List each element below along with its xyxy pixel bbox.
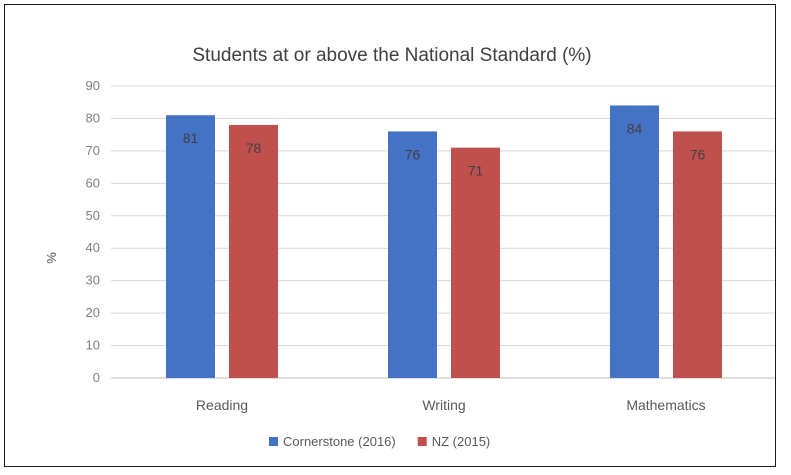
data-label: 81 <box>183 130 199 146</box>
y-tick-label: 50 <box>86 208 100 223</box>
chart-frame: Students at or above the National Standa… <box>4 4 776 467</box>
y-tick-label: 20 <box>86 305 100 320</box>
y-tick-label: 60 <box>86 175 100 190</box>
y-tick-label: 10 <box>86 338 100 353</box>
y-tick-label: 90 <box>86 78 100 93</box>
bar <box>166 115 215 378</box>
y-tick-label: 30 <box>86 273 100 288</box>
bar <box>610 105 659 378</box>
y-tick-label: 70 <box>86 143 100 158</box>
legend-label: NZ (2015) <box>432 434 491 449</box>
data-label: 71 <box>468 163 484 179</box>
y-tick-label: 40 <box>86 240 100 255</box>
bar <box>229 124 278 378</box>
y-tick-label: 0 <box>93 370 100 385</box>
bars <box>166 105 722 378</box>
chart-title: Students at or above the National Standa… <box>192 45 591 66</box>
y-axis-ticks: 0 10 20 30 40 50 60 70 80 90 <box>86 78 100 385</box>
bar <box>388 131 437 378</box>
data-label: 76 <box>405 146 421 162</box>
legend-swatch <box>269 437 278 446</box>
bar <box>451 147 500 378</box>
data-label: 76 <box>690 146 706 162</box>
legend-swatch <box>417 437 427 446</box>
y-tick-label: 80 <box>86 110 100 125</box>
category-label: Reading <box>196 397 248 413</box>
bar <box>673 131 722 378</box>
category-label: Writing <box>422 397 465 413</box>
y-axis-title: % <box>44 252 59 264</box>
data-label: 84 <box>627 120 643 136</box>
data-labels: 81 78 76 71 84 76 <box>183 120 706 178</box>
data-label: 78 <box>246 140 262 156</box>
legend-label: Cornerstone (2016) <box>283 434 396 449</box>
legend: Cornerstone (2016) NZ (2015) <box>269 434 490 449</box>
bar-chart: Students at or above the National Standa… <box>44 45 775 449</box>
category-label: Mathematics <box>626 397 705 413</box>
category-labels: Reading Writing Mathematics <box>196 397 706 413</box>
gridlines <box>111 85 775 379</box>
